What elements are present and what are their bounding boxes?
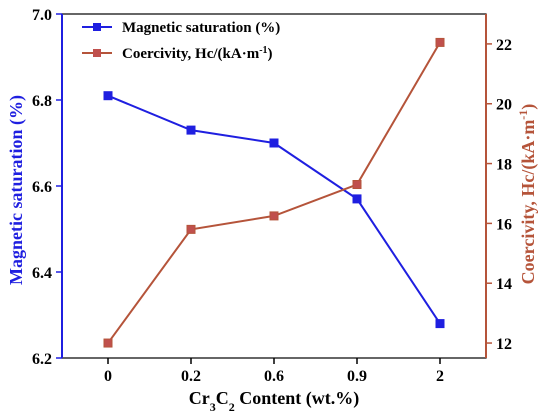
data-point [103,338,113,348]
right-axis-title-close: ) [518,104,539,110]
left-tick-label: 6.4 [32,265,52,282]
right-axis-title: Coercivity, Hc/(kA·m-1) [516,104,539,285]
x-tick-label: 0.2 [181,368,201,385]
data-point [352,180,362,190]
series-magnetic-saturation [103,91,445,329]
data-point [435,37,445,47]
series-line [107,41,441,344]
x-axis-ticks: 0 0.2 0.6 0.9 2 [104,358,444,385]
right-tick-label: 22 [496,37,512,54]
right-tick-label: 12 [496,336,512,353]
data-point [435,319,445,329]
legend-label-coercivity-main: Coercivity, Hc/(kA·m [122,46,260,62]
x-tick-label: 0.9 [347,368,367,385]
legend-label-coercivity: Coercivity, Hc/(kA·m-1) [122,45,273,63]
x-axis-title-sub2: 2 [229,400,235,413]
data-point [103,91,113,101]
right-axis-title-main: Coercivity, Hc/(kA·m [518,120,539,285]
left-tick-label: 6.6 [32,179,52,196]
legend: Magnetic saturation (%) Coercivity, Hc/(… [82,20,280,62]
legend-label-magnetic: Magnetic saturation (%) [122,20,280,36]
left-axis-title: Magnetic saturation (%) [6,95,27,285]
x-tick-label: 0 [104,368,112,385]
series-coercivity [103,37,445,348]
x-axis-title-mid: C [216,388,229,408]
legend-marker-magnetic [93,23,101,31]
legend-label-coercivity-sup: -1 [259,45,267,56]
left-tick-label: 6.2 [32,351,52,368]
x-axis-title: Cr3C2 Content (wt.%) [189,388,359,413]
x-axis-title-pre: Cr [189,388,210,408]
left-axis-ticks: 6.2 6.4 6.6 6.8 7.0 [32,7,62,368]
x-axis-title-sub1: 3 [210,400,216,413]
data-point [186,125,196,135]
right-tick-label: 18 [496,157,512,174]
x-axis-title-post: Content (wt.%) [235,388,359,409]
x-tick-label: 0.6 [264,368,284,385]
x-tick-label: 2 [436,368,444,385]
left-tick-label: 6.8 [32,93,52,110]
plot-area-border [61,13,487,359]
series-line [107,94,441,325]
legend-label-coercivity-close: ) [268,46,273,62]
plot-frame [61,13,487,359]
legend-marker-coercivity [93,49,101,57]
data-point [269,138,279,148]
data-point [352,194,362,204]
right-axis-title-sup: -1 [516,110,530,120]
series-layer [103,37,445,348]
data-point [269,211,279,221]
left-tick-label: 7.0 [32,7,52,24]
data-point [186,224,196,234]
right-tick-label: 14 [496,276,512,293]
right-tick-label: 20 [496,97,512,114]
right-tick-label: 16 [496,216,512,233]
right-axis-ticks: 12 14 16 18 20 22 [486,37,512,353]
